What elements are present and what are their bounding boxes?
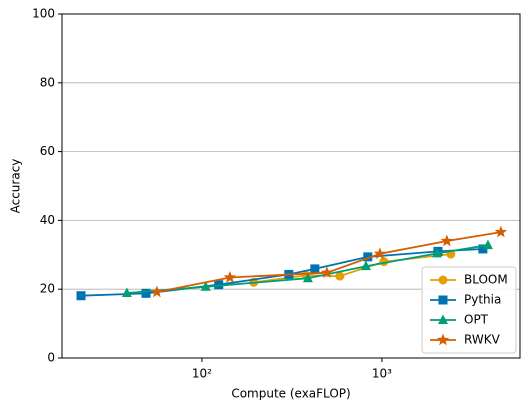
marker [436,333,450,346]
series-line [126,244,489,294]
marker [482,239,493,250]
marker [478,244,488,254]
marker [335,271,345,281]
x-tick-label: 10² [192,367,212,381]
legend-label: RWKV [464,333,501,347]
y-axis-label: Accuracy [9,159,23,214]
y-tick-label: 20 [40,282,55,296]
legend-box [421,266,517,354]
x-axis-label: Compute (exaFLOP) [231,387,350,401]
y-tick-label: 60 [40,144,55,158]
marker [223,271,237,283]
marker [141,288,151,298]
y-tick-label: 100 [32,7,55,21]
series-line [156,231,502,293]
legend-label: BLOOM [464,273,508,287]
marker [494,225,508,238]
plot-frame [61,13,521,359]
marker [200,281,211,291]
y-tick-label: 80 [40,75,55,89]
legend-label: Pythia [464,293,501,307]
marker [150,285,163,298]
marker [373,247,387,259]
marker [76,291,86,301]
marker [302,272,313,283]
marker [360,260,371,271]
marker [320,266,334,278]
marker [438,314,448,324]
y-tick-label: 0 [47,351,55,365]
marker [438,295,448,305]
marker [121,287,132,297]
marker [438,275,448,285]
marker [440,234,454,247]
marker [214,280,224,290]
marker [310,264,320,274]
legend-label: OPT [464,313,489,327]
y-tick-label: 40 [40,213,55,227]
marker [363,252,373,262]
x-tick-label: 10³ [372,367,392,381]
marker [431,247,442,258]
